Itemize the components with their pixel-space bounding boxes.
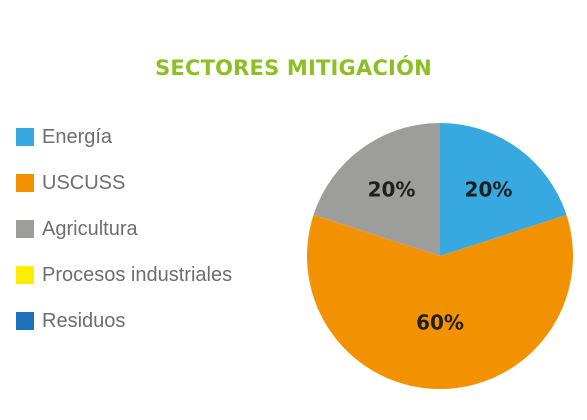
legend-item-agricultura: Agricultura — [16, 214, 232, 244]
legend-item-procesos-industriales: Procesos industriales — [16, 260, 232, 290]
legend-label-uscuss: USCUSS — [42, 171, 126, 194]
pie-slice-energia — [440, 123, 567, 256]
legend-label-agricultura: Agricultura — [42, 217, 138, 240]
legend-swatch-uscuss — [16, 174, 34, 192]
chart-legend: Energía USCUSS Agricultura Procesos indu… — [16, 122, 232, 352]
legend-label-energia: Energía — [42, 125, 113, 148]
legend-swatch-agricultura — [16, 220, 34, 238]
legend-label-residuos: Residuos — [42, 309, 126, 332]
pie-slice-uscuss — [307, 214, 573, 389]
legend-item-energia: Energía — [16, 122, 232, 152]
legend-swatch-procesos-industriales — [16, 266, 34, 284]
pie-label-uscuss: 60% — [416, 311, 464, 335]
legend-item-uscuss: USCUSS — [16, 168, 232, 198]
legend-swatch-energia — [16, 128, 34, 146]
legend-label-procesos-industriales: Procesos industriales — [42, 263, 233, 286]
pie-label-agricultura: 20% — [368, 177, 416, 201]
pie-slice-agricultura — [313, 123, 440, 256]
legend-swatch-residuos — [16, 312, 34, 330]
legend-item-residuos: Residuos — [16, 306, 232, 336]
pie-label-energia: 20% — [465, 177, 513, 201]
chart-title: SECTORES MITIGACIÓN — [155, 56, 432, 80]
